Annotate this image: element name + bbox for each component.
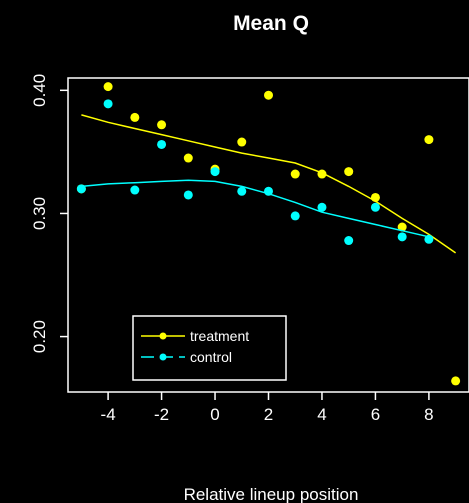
treatment-point: [237, 137, 247, 147]
x-tick-label: 8: [424, 405, 433, 424]
y-tick-label: 0.40: [30, 74, 49, 107]
x-tick-label: -4: [101, 405, 116, 424]
treatment-trend-line: [81, 114, 457, 254]
control-point: [237, 186, 247, 196]
treatment-point: [451, 376, 461, 386]
control-point: [157, 139, 167, 149]
x-axis: -4 -2 0 2 4 6 8: [101, 392, 434, 424]
x-tick-label: -2: [154, 405, 169, 424]
control-point: [397, 232, 407, 242]
treatment-point: [424, 135, 434, 145]
series-layer: [76, 82, 461, 386]
treatment-point: [317, 169, 327, 179]
treatment-point: [290, 169, 300, 179]
y-axis: 0.20 0.30 0.40: [30, 74, 68, 353]
control-point: [264, 186, 273, 196]
x-axis-label: Relative lineup position: [184, 485, 359, 503]
treatment-point: [397, 222, 407, 232]
x-tick-label: 4: [317, 405, 326, 424]
legend-control-marker: [159, 353, 167, 361]
treatment-point: [157, 120, 167, 130]
control-point: [183, 190, 193, 200]
treatment-point: [344, 167, 354, 177]
treatment-point: [264, 90, 273, 100]
control-trend-line: [81, 179, 430, 238]
treatment-point: [103, 82, 113, 92]
treatment-point: [183, 153, 193, 163]
legend-treatment-marker: [159, 332, 167, 340]
legend-control-label: control: [190, 349, 232, 365]
x-tick-label: 6: [371, 405, 380, 424]
control-point: [210, 167, 220, 177]
control-point: [317, 202, 327, 212]
control-point: [344, 236, 354, 246]
legend: treatment control: [132, 315, 287, 381]
legend-box: [132, 315, 287, 381]
x-tick-label: 0: [210, 405, 219, 424]
x-tick-label: 2: [264, 405, 273, 424]
control-point: [103, 99, 113, 109]
treatment-point: [130, 112, 140, 122]
control-point: [130, 185, 140, 195]
control-point: [290, 211, 300, 221]
control-point: [424, 234, 434, 244]
treatment-point: [370, 192, 380, 202]
control-point: [370, 202, 380, 212]
chart-title: Mean Q: [233, 12, 309, 35]
y-tick-label: 0.30: [30, 197, 49, 230]
legend-treatment-label: treatment: [190, 328, 249, 344]
control-point: [76, 184, 86, 194]
y-tick-label: 0.20: [30, 320, 49, 353]
